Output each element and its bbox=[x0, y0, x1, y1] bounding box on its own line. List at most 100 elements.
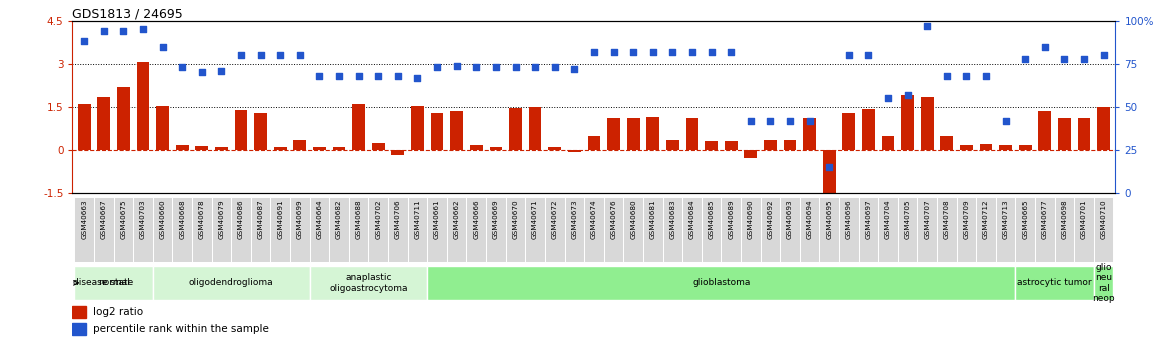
Text: GSM40705: GSM40705 bbox=[905, 199, 911, 239]
Text: GSM40669: GSM40669 bbox=[493, 199, 499, 239]
Bar bbox=[1058, 118, 1071, 150]
Point bbox=[976, 73, 995, 79]
Point bbox=[878, 96, 897, 101]
FancyBboxPatch shape bbox=[1094, 197, 1113, 262]
Point bbox=[800, 118, 819, 124]
FancyBboxPatch shape bbox=[388, 197, 408, 262]
Text: GSM40704: GSM40704 bbox=[885, 199, 891, 239]
Point bbox=[1075, 56, 1093, 61]
FancyBboxPatch shape bbox=[427, 266, 1015, 300]
FancyBboxPatch shape bbox=[800, 197, 820, 262]
Text: GSM40694: GSM40694 bbox=[807, 199, 813, 239]
FancyBboxPatch shape bbox=[231, 197, 251, 262]
Point bbox=[604, 49, 623, 55]
Point bbox=[369, 73, 388, 79]
Text: GSM40675: GSM40675 bbox=[120, 199, 126, 239]
Bar bbox=[1078, 118, 1091, 150]
Bar bbox=[411, 106, 424, 150]
Point bbox=[860, 52, 878, 58]
Bar bbox=[313, 147, 326, 150]
Bar bbox=[255, 113, 267, 150]
Text: GSM40661: GSM40661 bbox=[434, 199, 440, 239]
Point bbox=[193, 70, 211, 75]
FancyBboxPatch shape bbox=[564, 197, 584, 262]
Bar bbox=[529, 107, 542, 150]
Text: GSM40679: GSM40679 bbox=[218, 199, 224, 239]
Bar bbox=[940, 136, 953, 150]
Bar bbox=[391, 150, 404, 155]
Bar bbox=[686, 118, 698, 150]
Bar bbox=[470, 145, 482, 150]
FancyBboxPatch shape bbox=[447, 197, 466, 262]
Point bbox=[389, 73, 408, 79]
Text: GSM40693: GSM40693 bbox=[787, 199, 793, 239]
Bar bbox=[764, 140, 777, 150]
Text: GSM40689: GSM40689 bbox=[728, 199, 735, 239]
FancyBboxPatch shape bbox=[75, 197, 93, 262]
FancyBboxPatch shape bbox=[722, 197, 741, 262]
Bar bbox=[176, 145, 188, 150]
Point bbox=[408, 75, 426, 80]
Text: oligodendroglioma: oligodendroglioma bbox=[189, 278, 273, 287]
Text: GSM40706: GSM40706 bbox=[395, 199, 401, 239]
FancyBboxPatch shape bbox=[1015, 266, 1094, 300]
Text: GSM40711: GSM40711 bbox=[415, 199, 420, 239]
FancyBboxPatch shape bbox=[839, 197, 858, 262]
Text: GSM40680: GSM40680 bbox=[631, 199, 637, 239]
Bar bbox=[333, 147, 346, 150]
Bar bbox=[920, 97, 933, 150]
FancyBboxPatch shape bbox=[780, 197, 800, 262]
Point bbox=[526, 65, 544, 70]
Text: log2 ratio: log2 ratio bbox=[93, 307, 144, 317]
Point bbox=[663, 49, 682, 55]
Text: GSM40687: GSM40687 bbox=[258, 199, 264, 239]
FancyBboxPatch shape bbox=[153, 197, 173, 262]
Point bbox=[506, 65, 524, 70]
Text: GDS1813 / 24695: GDS1813 / 24695 bbox=[72, 8, 183, 21]
Text: GSM40681: GSM40681 bbox=[649, 199, 655, 239]
Point bbox=[762, 118, 780, 124]
Bar bbox=[431, 113, 444, 150]
FancyBboxPatch shape bbox=[1075, 197, 1094, 262]
Text: GSM40688: GSM40688 bbox=[356, 199, 362, 239]
FancyBboxPatch shape bbox=[75, 266, 153, 300]
Text: glioblastoma: glioblastoma bbox=[693, 278, 751, 287]
Point bbox=[447, 63, 466, 68]
Point bbox=[427, 65, 446, 70]
Text: GSM40712: GSM40712 bbox=[983, 199, 989, 239]
Point bbox=[820, 165, 839, 170]
FancyBboxPatch shape bbox=[133, 197, 153, 262]
Bar bbox=[273, 147, 286, 150]
FancyBboxPatch shape bbox=[545, 197, 564, 262]
Text: GSM40678: GSM40678 bbox=[199, 199, 204, 239]
Point bbox=[780, 118, 799, 124]
Text: GSM40710: GSM40710 bbox=[1100, 199, 1106, 239]
Bar bbox=[980, 144, 993, 150]
Text: GSM40682: GSM40682 bbox=[336, 199, 342, 239]
FancyBboxPatch shape bbox=[741, 197, 760, 262]
Point bbox=[251, 52, 270, 58]
FancyBboxPatch shape bbox=[368, 197, 388, 262]
FancyBboxPatch shape bbox=[642, 197, 662, 262]
Text: GSM40692: GSM40692 bbox=[767, 199, 773, 239]
Text: GSM40664: GSM40664 bbox=[317, 199, 322, 239]
Point bbox=[271, 52, 290, 58]
FancyBboxPatch shape bbox=[486, 197, 506, 262]
Text: GSM40667: GSM40667 bbox=[100, 199, 106, 239]
Text: glio
neu
ral
neop: glio neu ral neop bbox=[1092, 263, 1115, 303]
Bar bbox=[235, 110, 248, 150]
FancyBboxPatch shape bbox=[1015, 197, 1035, 262]
Point bbox=[918, 23, 937, 29]
Bar bbox=[607, 118, 620, 150]
FancyBboxPatch shape bbox=[310, 266, 427, 300]
Bar bbox=[804, 118, 816, 150]
Point bbox=[702, 49, 721, 55]
Point bbox=[329, 73, 348, 79]
Text: GSM40668: GSM40668 bbox=[179, 199, 186, 239]
Text: GSM40684: GSM40684 bbox=[689, 199, 695, 239]
Bar bbox=[902, 96, 915, 150]
Point bbox=[213, 68, 231, 73]
Bar bbox=[157, 106, 169, 150]
Bar bbox=[78, 104, 91, 150]
FancyBboxPatch shape bbox=[878, 197, 898, 262]
